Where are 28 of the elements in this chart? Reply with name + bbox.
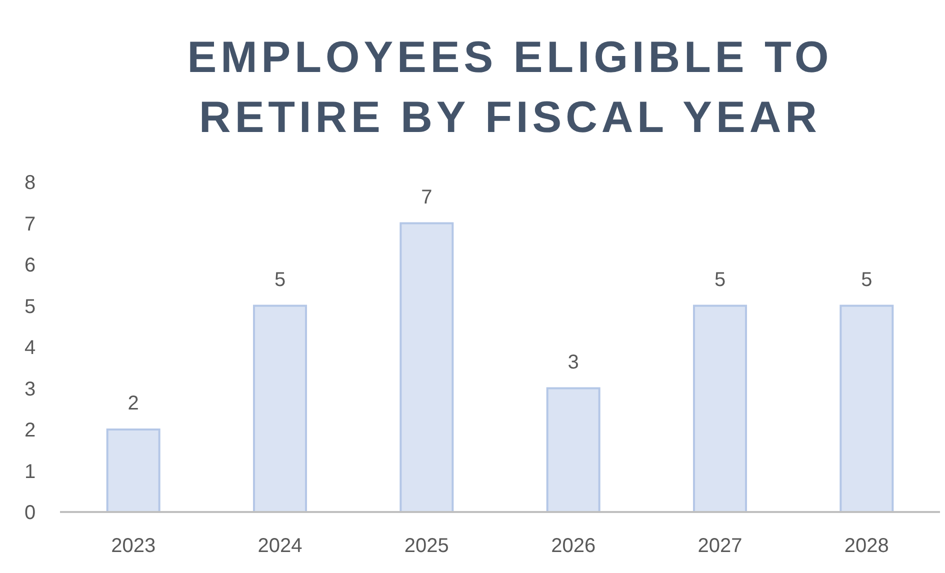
x-tick-label: 2024 [258,535,302,557]
bar [546,387,600,513]
chart-title: EMPLOYEES ELIGIBLE TO RETIRE BY FISCAL YEAR [187,33,833,142]
y-tick-label: 8 [24,172,36,194]
y-tick-label: 0 [24,502,36,524]
bar [693,304,747,513]
y-tick-label: 3 [24,378,36,400]
bar [400,222,454,513]
y-tick-label: 7 [24,213,36,236]
data-label: 3 [568,351,579,374]
data-label: 2 [128,392,139,414]
x-tick-label: 2028 [844,535,889,557]
x-tick-label: 2025 [404,535,449,557]
x-tick-label: 2027 [698,535,742,557]
x-tick-label: 2026 [551,535,596,557]
data-label: 5 [274,268,286,291]
data-label: 7 [421,186,432,208]
y-tick-label: 6 [24,254,36,276]
bar [840,304,894,513]
data-label: 5 [714,268,726,291]
y-tick-label: 5 [24,296,36,318]
data-label: 5 [861,268,872,291]
y-tick-label: 2 [24,420,36,442]
bar [106,428,160,513]
x-tick-label: 2023 [111,535,156,557]
bar [253,304,307,513]
y-tick-label: 4 [24,337,36,359]
y-tick-label: 1 [24,460,36,483]
